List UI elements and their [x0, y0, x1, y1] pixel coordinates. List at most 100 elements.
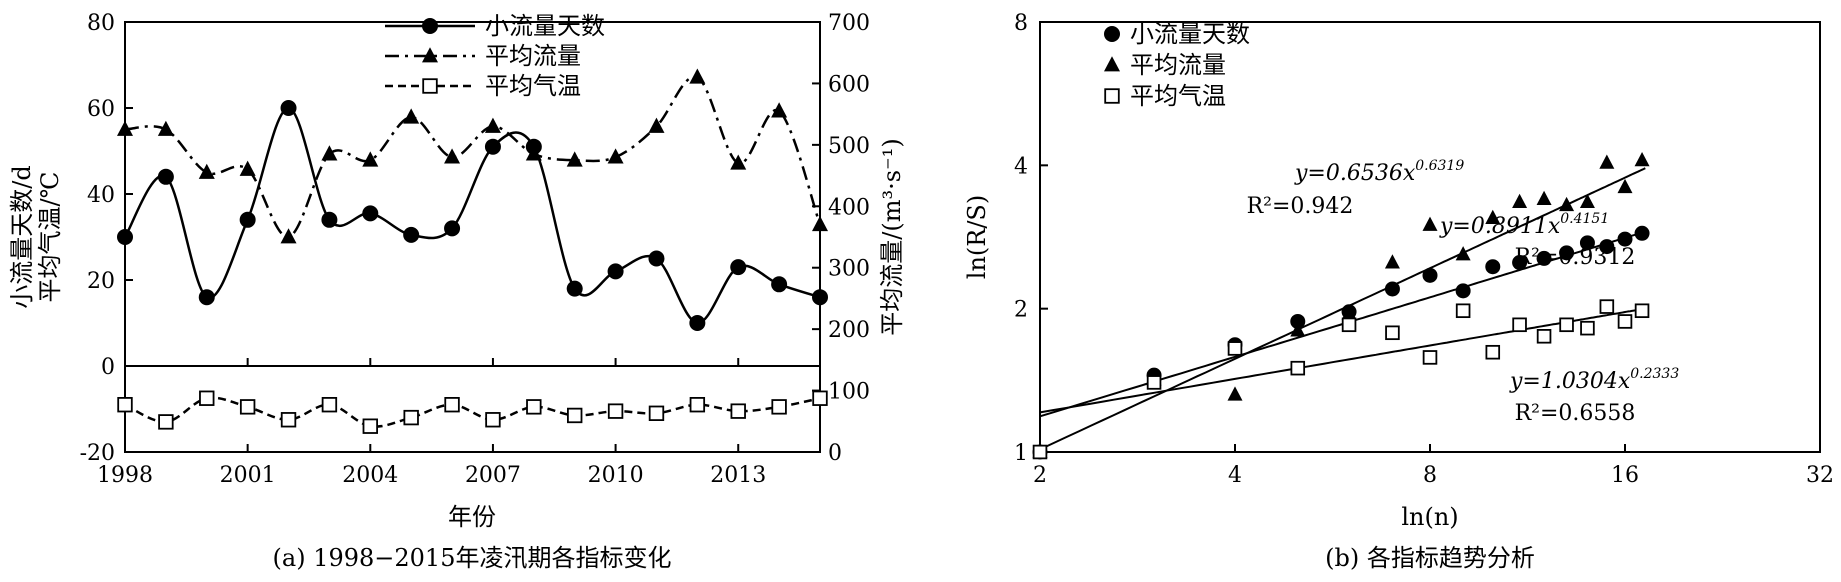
legend-label: 平均气温	[485, 72, 581, 100]
series-point	[158, 414, 174, 430]
scatter-point	[1536, 190, 1552, 205]
scatter-point	[1290, 360, 1306, 376]
scatter-point	[1290, 313, 1306, 329]
series-point	[157, 120, 174, 136]
y-tick-label: 20	[87, 269, 115, 294]
scatter-point	[1559, 317, 1574, 333]
fit-r2: R²=0.942	[1247, 194, 1354, 219]
legend-marker	[422, 47, 438, 63]
series-point	[362, 151, 379, 167]
x-tick-label: 2010	[588, 463, 644, 488]
series-point	[525, 145, 542, 161]
right-y-tick-label: 200	[828, 318, 870, 343]
series-point	[199, 390, 215, 406]
fit-equation-base: y=0.6536x	[1294, 161, 1416, 186]
y-tick-label: -20	[80, 441, 115, 466]
fit-equation-base: y=0.8911x	[1439, 214, 1561, 239]
scatter-point	[1341, 305, 1357, 320]
series-point	[239, 211, 256, 228]
right-y-tick-label: 500	[828, 134, 870, 159]
series-point	[812, 289, 828, 306]
y-tick-label: 80	[87, 11, 115, 36]
series-point	[198, 289, 215, 306]
series-point	[485, 412, 501, 428]
y-tick-label: 8	[1014, 11, 1028, 36]
scatter-point	[1634, 151, 1650, 167]
panel-a-x-ticks: 1998 2001 2004 2007 2010 2013	[97, 358, 766, 488]
series-point	[321, 396, 338, 413]
fit-r2: R²=0.9312	[1515, 245, 1636, 270]
scatter-point	[1599, 299, 1615, 314]
x-tick-label: 2007	[465, 463, 521, 488]
panel-a-right-y-ticks: 0 100 200 300 400 500 600 700	[812, 11, 870, 466]
scatter-point	[1485, 209, 1501, 225]
right-y-tick-label: 300	[828, 257, 870, 282]
series-point	[484, 138, 501, 155]
scatter-point	[1512, 317, 1527, 333]
legend-label: 小流量天数	[485, 12, 605, 40]
series-point	[157, 168, 174, 185]
x-tick-label: 2013	[710, 463, 766, 488]
scatter-point	[1559, 245, 1575, 261]
scatter-point	[1422, 267, 1438, 283]
series-point	[484, 117, 501, 133]
series-point	[771, 102, 788, 118]
series-line	[124, 396, 821, 428]
y-tick-label: 40	[87, 183, 115, 208]
series-point	[117, 396, 133, 413]
scatter-point	[1579, 193, 1595, 209]
series-point	[730, 154, 747, 170]
series-point	[362, 418, 378, 434]
series-point	[730, 259, 747, 276]
panel-a-left-y-ticks: -20 0 20 40 60 80	[80, 11, 133, 466]
series-point	[567, 407, 583, 424]
legend-marker	[1104, 88, 1120, 104]
scatter-point	[1227, 386, 1243, 401]
series-point	[321, 211, 338, 228]
series-point	[812, 215, 828, 232]
series-point	[444, 396, 460, 413]
scatter-point	[1227, 341, 1243, 356]
legend-marker	[1104, 26, 1120, 42]
series-point	[239, 399, 256, 415]
legend-label: 平均流量	[1130, 51, 1226, 79]
scatter-point	[1422, 216, 1438, 231]
scatter-point	[1290, 322, 1306, 337]
series-point	[771, 276, 788, 293]
x-tick-label: 32	[1806, 463, 1834, 488]
x-tick-label: 8	[1423, 463, 1437, 488]
fit-equation: y=0.6536x0.6319	[1294, 158, 1464, 186]
right-y-tick-label: 400	[828, 195, 870, 220]
y-tick-label: 4	[1014, 154, 1028, 179]
scatter-point	[1485, 344, 1501, 360]
scatter-point	[1559, 196, 1575, 212]
scatter-point	[1599, 239, 1615, 255]
scatter-point	[1536, 250, 1552, 266]
x-tick-label: 2001	[220, 463, 276, 488]
series-point	[280, 412, 297, 428]
series-point	[321, 145, 338, 161]
scatter-point	[1579, 235, 1595, 251]
series-point	[566, 280, 583, 297]
series-point	[117, 120, 133, 136]
scatter-point	[1384, 254, 1400, 269]
x-tick-label: 16	[1611, 463, 1639, 488]
series-line	[123, 106, 821, 325]
series-point	[280, 100, 297, 116]
panel-a-series	[117, 68, 828, 434]
series-line	[124, 75, 822, 239]
scatter-point	[1455, 283, 1471, 299]
panel-a-caption: (a) 1998−2015年凌汛期各指标变化	[273, 544, 672, 572]
series-point	[648, 117, 665, 133]
scatter-point	[1485, 259, 1501, 275]
y-tick-label: 0	[101, 355, 115, 380]
scatter-point	[1634, 225, 1650, 241]
series-point	[648, 405, 665, 422]
panel-b-equations: y=0.8911x0.4151 R²=0.9312 y=0.6536x0.6319 R…	[1247, 158, 1680, 426]
series-point	[403, 409, 419, 426]
series-point	[444, 148, 461, 164]
scatter-point	[1341, 317, 1357, 333]
